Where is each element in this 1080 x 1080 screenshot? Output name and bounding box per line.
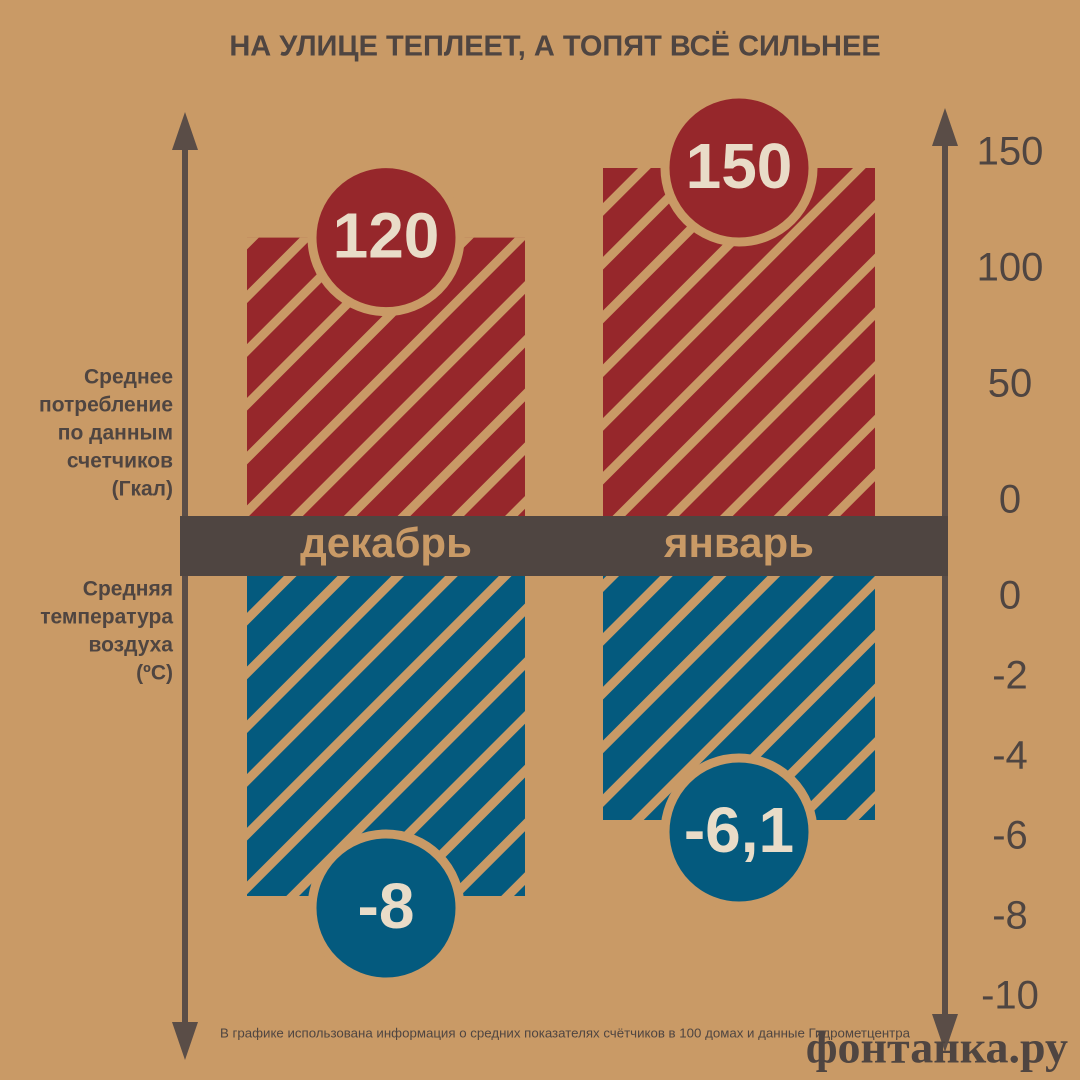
y-tick-label: -8	[992, 894, 1028, 938]
y-tick-label: -10	[981, 974, 1039, 1018]
value-badge	[307, 159, 465, 317]
note: В графике использована информация о сред…	[220, 1026, 910, 1040]
category-band	[180, 516, 948, 576]
left-axis	[172, 112, 198, 1060]
value-badge	[660, 753, 818, 911]
y-tick-label: 50	[988, 362, 1033, 406]
axis-label: (ºC)	[136, 662, 173, 685]
axis-label: по данным	[58, 422, 173, 445]
y-tick-label: 100	[977, 246, 1044, 290]
value-label: -6,1	[684, 794, 794, 866]
value-label: -8	[358, 870, 415, 942]
value-label: 120	[333, 200, 440, 272]
axis-label: Средняя	[83, 578, 173, 601]
y-tick-label: 0	[999, 574, 1021, 618]
axis-label: воздуха	[88, 634, 173, 657]
value-badge	[660, 89, 818, 247]
value-label: 150	[686, 130, 793, 202]
y-tick-label: 0	[999, 478, 1021, 522]
y-tick-label: -6	[992, 814, 1028, 858]
axis-label: (Гкал)	[112, 478, 173, 501]
labels: 0 50 100 150 Среднее потребление по данным счет…	[39, 89, 1044, 1018]
axis-label: потребление	[39, 394, 173, 417]
axis-label: Среднее	[84, 366, 173, 389]
axis-label: счетчиков	[67, 450, 173, 473]
category-label: январь	[663, 519, 814, 566]
category-label: декабрь	[300, 519, 472, 566]
y-tick-label: -4	[992, 734, 1028, 778]
title: НА УЛИЦЕ ТЕПЛЕЕТ, А ТОПЯТ ВСЁ СИЛЬНЕЕ	[229, 30, 880, 63]
logo: фонтанка.ру	[806, 1022, 1068, 1073]
y-tick-label: -2	[992, 654, 1028, 698]
axis-label: температура	[40, 606, 173, 629]
value-badge	[307, 829, 465, 987]
right-axis	[932, 108, 958, 1052]
y-tick-label: 150	[977, 130, 1044, 174]
